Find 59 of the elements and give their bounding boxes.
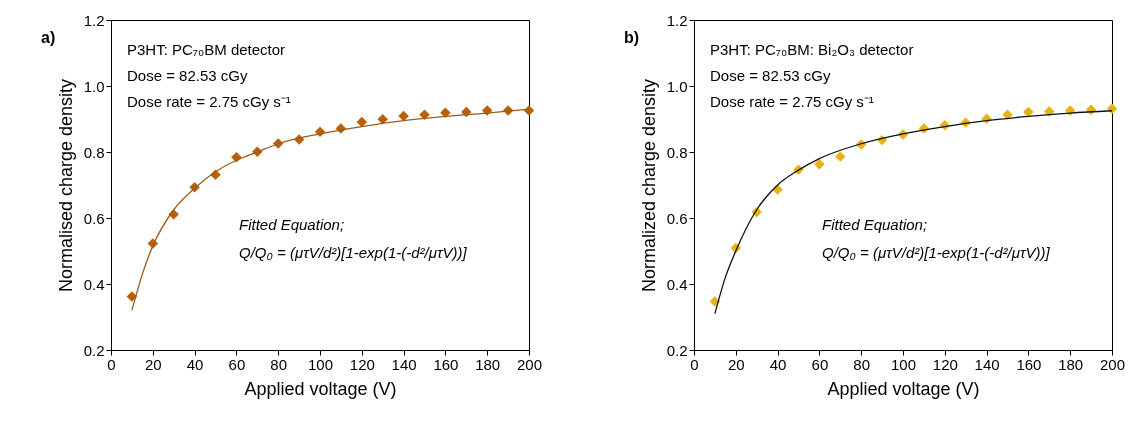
annotation: Q/Q₀ = (μτV/d²)[1-exp(1-(-d²/μτV))]	[239, 244, 468, 261]
x-tick-label: 20	[144, 355, 162, 373]
x-tick-label: 40	[769, 355, 787, 373]
x-tick-label: 40	[186, 355, 204, 373]
y-tick-label: 1.2	[83, 11, 105, 29]
x-tick-label: 80	[270, 355, 288, 373]
point	[419, 109, 430, 120]
y-axis-title: Normalised charge density	[55, 78, 76, 293]
x-tick-label: 60	[228, 355, 246, 373]
y-tick-label: 0.6	[83, 209, 105, 227]
point	[1002, 109, 1013, 120]
x-tick-label: 200	[1099, 355, 1126, 373]
annotation: P3HT: PC₇₀BM detector	[127, 41, 286, 58]
y-tick-label: 0.2	[666, 341, 688, 359]
y-tick-label: 1.2	[666, 11, 688, 29]
text: a)	[41, 29, 56, 46]
annotation: Dose rate = 2.75 cGy s⁻¹	[127, 93, 291, 110]
x-tick-label: 140	[974, 355, 1000, 373]
y-tick-label: 0.6	[666, 209, 688, 227]
x-tick-label: 80	[853, 355, 871, 373]
x-tick-label: 120	[349, 355, 375, 373]
annotation: Fitted Equation;	[239, 216, 345, 233]
y-tick-label: 0.4	[83, 275, 105, 293]
y-tick-label: 0.8	[83, 143, 105, 161]
point	[1106, 103, 1118, 115]
x-tick-label: 100	[890, 355, 917, 373]
x-tick-label: 180	[475, 355, 501, 373]
annotation: Dose = 82.53 cGy	[710, 67, 831, 84]
x-tick-label: 120	[932, 355, 958, 373]
annotation: Dose rate = 2.75 cGy s⁻¹	[710, 93, 874, 110]
point	[356, 116, 368, 128]
point	[440, 107, 451, 118]
y-tick-label: 1.0	[83, 77, 105, 95]
x-tick-label: 100	[307, 355, 334, 373]
annotation: Fitted Equation;	[822, 216, 928, 233]
x-tick-label: 0	[107, 355, 116, 373]
annotation: Q/Q₀ = (μτV/d²)[1-exp(1-(-d²/μτV))]	[822, 244, 1051, 261]
x-tick-label: 0	[690, 355, 699, 373]
x-axis-title: Applied voltage (V)	[827, 378, 980, 399]
x-tick-label: 200	[516, 355, 543, 373]
x-tick-label: 160	[433, 355, 459, 373]
y-tick-label: 0.2	[83, 341, 105, 359]
y-tick-label: 0.8	[666, 143, 688, 161]
x-tick-label: 140	[391, 355, 417, 373]
x-tick-label: 60	[811, 355, 829, 373]
y-tick-label: 0.4	[666, 275, 688, 293]
point	[377, 114, 388, 125]
y-tick-label: 1.0	[666, 77, 688, 95]
y-axis-title: Normalized charge density	[638, 78, 659, 293]
annotation: Dose = 82.53 cGy	[127, 67, 248, 84]
x-tick-label: 20	[727, 355, 745, 373]
x-tick-label: 180	[1058, 355, 1084, 373]
point	[835, 151, 846, 162]
point	[1044, 106, 1055, 117]
annotation: P3HT: PC₇₀BM: Bi₂O₃ detector	[710, 41, 914, 58]
text: b)	[624, 29, 640, 46]
x-tick-label: 160	[1016, 355, 1042, 373]
x-axis-title: Applied voltage (V)	[244, 378, 397, 399]
point	[814, 158, 825, 170]
